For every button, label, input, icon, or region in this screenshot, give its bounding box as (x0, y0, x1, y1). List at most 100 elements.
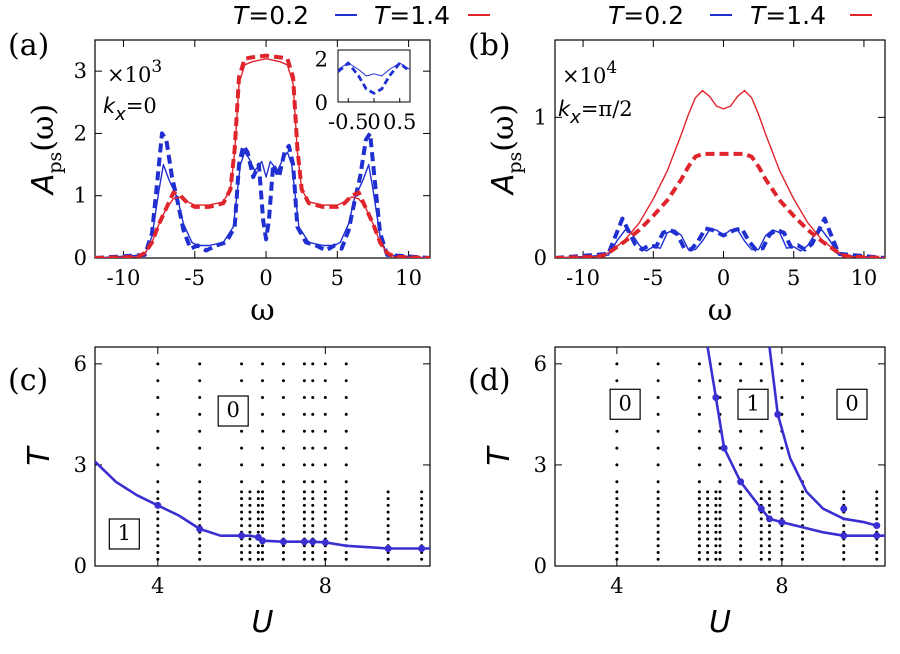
grid-dot (344, 524, 348, 528)
grid-dot (615, 524, 619, 528)
grid-dot (248, 537, 252, 541)
y-label-tail: (ω) (26, 104, 61, 152)
grid-dot (198, 544, 202, 548)
grid-dot (706, 530, 710, 534)
grid-dot (718, 490, 722, 494)
x-tick-label: -10 (107, 266, 141, 290)
grid-dot (156, 412, 160, 416)
grid-dot (801, 412, 804, 416)
grid-dot (302, 530, 306, 534)
grid-dot (875, 510, 879, 514)
grid-dot (718, 524, 722, 528)
region-box (108, 518, 140, 550)
grid-dot (801, 557, 804, 561)
grid-dot (706, 497, 710, 501)
grid-dot (759, 463, 763, 467)
grid-dot (198, 396, 202, 400)
phase-boundary-marker (384, 544, 392, 552)
grid-dot (759, 379, 763, 383)
grid-dot (240, 551, 244, 555)
grid-dot (311, 557, 315, 561)
x-tick-label: 0 (717, 266, 730, 290)
grid-dot (615, 379, 619, 383)
grid-dot (156, 544, 160, 548)
kx-symbol: k (103, 94, 116, 118)
panel-label: (b) (468, 28, 511, 63)
kx-subscript: x (569, 107, 581, 128)
grid-dot (386, 530, 390, 534)
grid-dot (281, 510, 285, 514)
grid-dot (198, 537, 202, 541)
grid-dot (240, 490, 244, 494)
grid-dot (156, 463, 160, 467)
grid-dot (706, 490, 710, 494)
grid-dot (156, 379, 160, 383)
grid-dot (706, 544, 710, 548)
grid-dot (801, 379, 804, 383)
phase-boundary-marker (321, 538, 329, 546)
grid-dot (780, 446, 784, 450)
grid-dot (386, 490, 390, 494)
grid-dot (656, 379, 660, 383)
grid-dot (248, 510, 252, 514)
grid-dot (780, 544, 784, 548)
grid-dot (323, 517, 327, 521)
grid-dot (656, 530, 660, 534)
grid-dot (768, 537, 771, 541)
grid-dot (248, 517, 252, 521)
grid-dot (302, 557, 306, 561)
grid-dot (714, 544, 718, 548)
scale-annotation: ×103 (107, 57, 162, 87)
grid-dot (656, 429, 660, 433)
x-axis-label: ω (250, 293, 274, 328)
inset-x-tick-label: 0 (367, 110, 380, 134)
grid-dot (718, 379, 722, 383)
red-dashed-series-line (555, 151, 885, 258)
y-axis-label: Aps(ω) (486, 104, 526, 196)
grid-dot (198, 551, 202, 555)
panel-b: -10 -5 0 5 10 0 1 (b) ω Aps(ω) ×104 kx=π/2 (468, 28, 886, 328)
grid-dot (156, 362, 160, 366)
grid-dot (615, 362, 619, 366)
phase-boundary-marker (766, 515, 773, 523)
phase-boundary-marker (778, 518, 786, 526)
grid-dot (739, 530, 743, 534)
panel-label: (d) (468, 363, 511, 398)
kx-annotation: kx=π/2 (558, 97, 633, 128)
grid-dot (697, 497, 701, 501)
grid-dot (198, 510, 202, 514)
phase-boundary-marker (154, 501, 162, 509)
grid-dot (256, 530, 260, 534)
grid-dot (302, 480, 306, 484)
grid-dot (198, 362, 202, 366)
phase-boundary-marker (840, 532, 848, 540)
x-tick-label: -5 (643, 266, 663, 290)
x-axis-label: U (252, 605, 274, 640)
grid-dot (714, 557, 718, 561)
grid-dot (311, 412, 315, 416)
grid-dot (697, 463, 701, 467)
grid-dot (248, 524, 252, 528)
grid-dot (302, 517, 306, 521)
grid-dot (344, 429, 348, 433)
grid-dot (323, 480, 327, 484)
grid-dot (281, 412, 285, 416)
grid-dot (768, 557, 771, 561)
grid-dot (261, 412, 264, 416)
grid-dot (706, 517, 710, 521)
legend-left-t14-label: T=1.4 (374, 1, 450, 30)
grid-dot (323, 412, 327, 416)
grid-dot (311, 480, 315, 484)
phase-boundary-marker (737, 478, 745, 486)
grid-dot (323, 497, 327, 501)
y-label-tail: (ω) (486, 104, 521, 152)
grid-dot (780, 530, 784, 534)
grid-dot (344, 396, 348, 400)
grid-dot (302, 497, 306, 501)
grid-dot (718, 557, 722, 561)
grid-dot (198, 490, 202, 494)
grid-dot (780, 497, 784, 501)
grid-dot (801, 362, 804, 366)
inset-x-tick-label: -0.5 (328, 110, 369, 134)
grid-dot (281, 463, 285, 467)
